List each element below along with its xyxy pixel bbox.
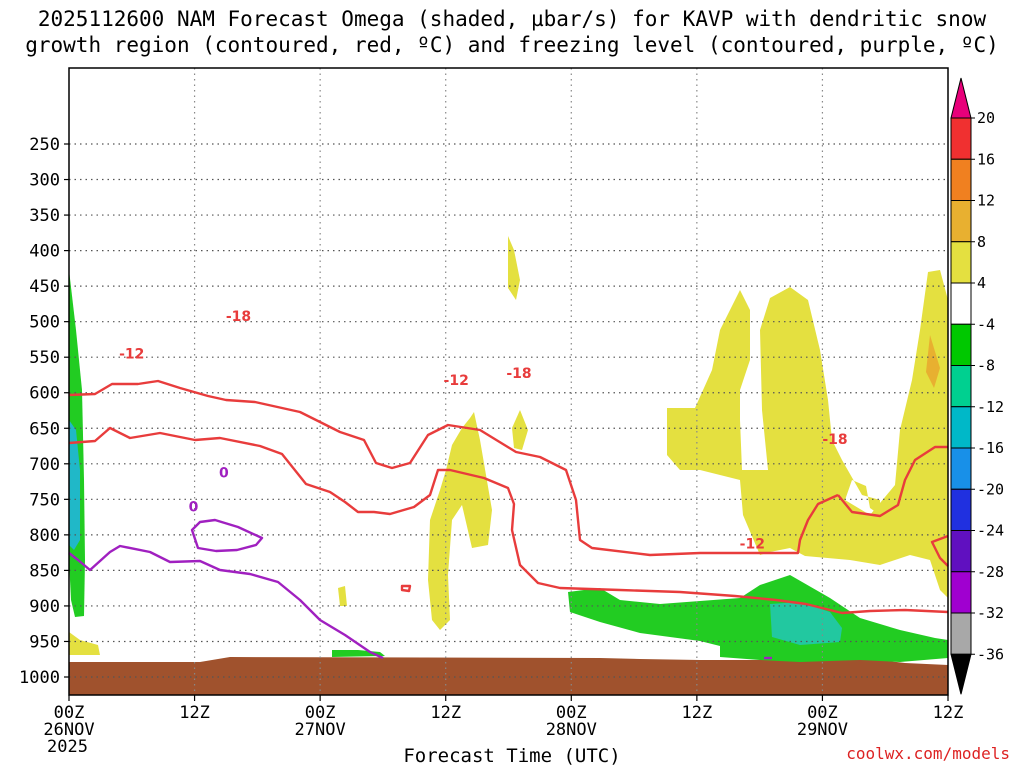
omega-yellow-low-blob: [338, 586, 347, 606]
colorbar-label-13: -36: [977, 645, 1004, 663]
omega-yellow-2: [428, 412, 492, 630]
omega-yellow-3: [512, 410, 528, 450]
colorbar-label-4: 4: [977, 274, 986, 292]
colorbar: 20 16 12 8 4 -4 -8 -12 -16 -20 -24 -28 -32 -36: [950, 77, 1004, 695]
x-tick-label-0-l2: 26NOV: [43, 720, 94, 740]
x-tick-label-2-l1: 00Z: [305, 703, 336, 723]
colorbar-label-0: 20: [977, 109, 995, 127]
colorbar-label-11: -28: [977, 563, 1004, 581]
contour-label-1: -12: [119, 347, 144, 363]
chart-title: 2025112600 NAM Forecast Omega (shaded, µ…: [0, 6, 1024, 58]
x-tick-label-0-l1: 00Z: [54, 703, 85, 723]
omega-teal-low-right: [770, 602, 842, 645]
chart-title-line2: growth region (contoured, red, ºC) and f…: [25, 33, 999, 57]
contour-label-6: 0: [219, 465, 229, 481]
colorbar-bottom-arrow: [950, 653, 972, 695]
x-tick-label-6-l2: 29NOV: [797, 720, 848, 740]
colorbar-label-9: -20: [977, 480, 1004, 498]
contour-small-ring: [400, 584, 412, 593]
colorbar-swatch-2: [950, 158, 972, 201]
x-tick-label-6-l1: 00Z: [807, 703, 838, 723]
y-tick-label-300: 300: [29, 171, 60, 191]
contour-label-2: -12: [444, 373, 469, 389]
contour-neg12-west: [68, 426, 949, 615]
contour-label-5: -12: [740, 536, 765, 552]
colorbar-label-3: 8: [977, 233, 986, 251]
x-tick-label-4-l1: 00Z: [556, 703, 587, 723]
y-tick-label-1000: 1000: [19, 668, 60, 688]
omega-yellow-4: [667, 270, 948, 598]
colorbar-label-10: -24: [977, 522, 1004, 540]
y-tick-label-700: 700: [29, 455, 60, 475]
y-tick-label-650: 650: [29, 419, 60, 439]
colorbar-swatch-11: [950, 530, 972, 573]
x-tick-label-3-l1: 12Z: [430, 703, 461, 723]
colorbar-top-arrow: [950, 77, 972, 119]
colorbar-swatch-1: [950, 117, 972, 160]
contour-neg12-east-hook: [930, 534, 949, 567]
y-tick-label-450: 450: [29, 277, 60, 297]
omega-ground: [69, 657, 948, 695]
colorbar-label-5: -4: [977, 315, 995, 333]
contour-freezing-loop: [190, 518, 264, 553]
x-tick-label-2-l2: 27NOV: [295, 720, 346, 740]
contour-neg18-east: [837, 445, 948, 518]
x-tick-label-0-l3: 2025: [47, 737, 88, 757]
grid: [69, 68, 948, 695]
y-tick-label-950: 950: [29, 632, 60, 652]
contour-labels: -18 -12 -12 -18 -18 -12 0 0: [119, 309, 847, 552]
y-tick-label-750: 750: [29, 490, 60, 510]
x-tick-label-4-l2: 28NOV: [546, 720, 597, 740]
y-tick-label-350: 350: [29, 206, 60, 226]
colorbar-label-6: -8: [977, 357, 995, 375]
colorbar-swatch-6: [950, 323, 972, 366]
omega-yellow-left-bottom: [69, 632, 100, 655]
y-tick-label-900: 900: [29, 597, 60, 617]
contour-freezing-main: [68, 544, 384, 660]
colorbar-label-7: -12: [977, 398, 1004, 416]
contour-neg18-west: [68, 379, 839, 557]
y-tick-label-550: 550: [29, 348, 60, 368]
x-tick-label-1-l1: 12Z: [179, 703, 210, 723]
colorbar-swatch-9: [950, 447, 972, 490]
omega-orange-blob: [926, 335, 940, 388]
x-tick-label-7-l1: 12Z: [933, 703, 964, 723]
y-tick-label-250: 250: [29, 135, 60, 155]
y-tick-label-500: 500: [29, 313, 60, 333]
contour-label-3: -18: [506, 366, 531, 382]
y-tick-label-400: 400: [29, 242, 60, 262]
colorbar-swatch-7: [950, 365, 972, 408]
colorbar-label-2: 12: [977, 192, 995, 210]
source-credit[interactable]: coolwx.com/models: [846, 744, 1010, 763]
colorbar-swatch-3: [950, 200, 972, 243]
contour-label-4: -18: [822, 432, 847, 448]
colorbar-swatch-12: [950, 571, 972, 614]
colorbar-swatch-4: [950, 241, 972, 284]
contour-label-7: 0: [189, 499, 199, 515]
omega-yellow-1: [508, 236, 520, 300]
colorbar-swatch-13: [950, 612, 972, 655]
colorbar-swatch-5: [950, 282, 972, 325]
y-tick-label-800: 800: [29, 526, 60, 546]
omega-green-low-right: [568, 575, 948, 662]
y-tick-label-850: 850: [29, 561, 60, 581]
y-tick-label-600: 600: [29, 384, 60, 404]
colorbar-label-8: -16: [977, 439, 1004, 457]
colorbar-label-1: 16: [977, 150, 995, 168]
colorbar-swatch-8: [950, 406, 972, 449]
plot-frame: [68, 67, 949, 696]
y-axis: 250 300 350 400 450 500 550 600 650 700 750 800 850 9…: [19, 135, 69, 688]
chart-title-line1: 2025112600 NAM Forecast Omega (shaded, µ…: [37, 7, 987, 31]
x-tick-label-5-l1: 12Z: [681, 703, 712, 723]
omega-shading: [69, 236, 948, 695]
colorbar-label-12: -32: [977, 604, 1004, 622]
omega-cyan-left-column: [69, 420, 80, 550]
contours: [68, 379, 949, 660]
x-axis-title: Forecast Time (UTC): [403, 745, 621, 767]
contour-label-0: -18: [226, 309, 251, 325]
colorbar-swatch-10: [950, 488, 972, 531]
